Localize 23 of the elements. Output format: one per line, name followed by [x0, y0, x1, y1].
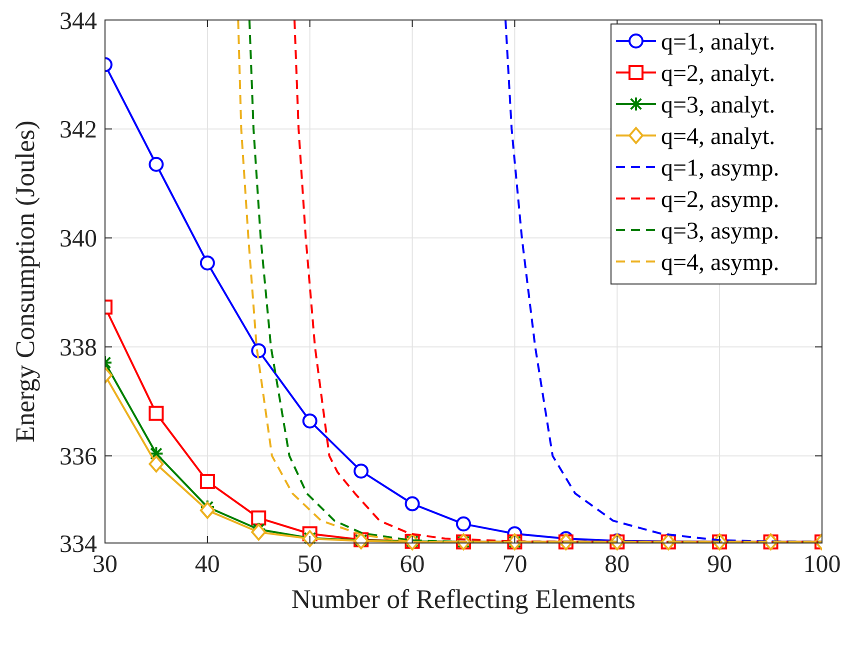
x-axis-title: Number of Reflecting Elements [291, 584, 636, 614]
y-tick-label: 344 [60, 8, 98, 35]
legend-label: q=4, asymp. [661, 250, 780, 276]
legend-label: q=1, analyt. [661, 29, 776, 56]
legend-label: q=2, asymp. [661, 186, 780, 213]
legend-label: q=2, analyt. [661, 60, 776, 87]
x-tick-label: 30 [92, 551, 118, 578]
x-tick-label: 70 [502, 551, 528, 578]
legend-label: q=3, analyt. [661, 92, 776, 118]
y-tick-label: 338 [60, 334, 97, 362]
y-tick-label: 340 [60, 226, 97, 253]
x-tick-label: 90 [707, 551, 732, 578]
x-tick-label: 60 [400, 551, 425, 578]
x-tick-label: 40 [194, 551, 220, 578]
x-tick-label: 50 [297, 551, 322, 578]
legend-label: q=4, analyt. [661, 124, 776, 150]
legend-label: q=1, asymp. [661, 155, 780, 182]
y-tick-label: 336 [60, 444, 97, 471]
y-tick-label: 342 [60, 116, 97, 144]
legend-label: q=3, asymp. [661, 218, 780, 244]
y-axis-title: Energy Consumption (Joules) [10, 120, 40, 442]
x-tick-label: 80 [604, 551, 630, 578]
x-tick-label: 100 [803, 551, 841, 578]
